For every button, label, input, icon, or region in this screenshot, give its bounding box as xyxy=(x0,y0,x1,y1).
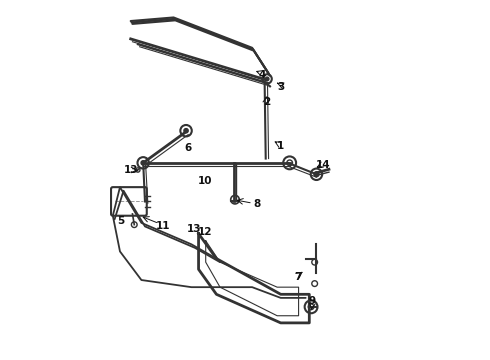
Text: 6: 6 xyxy=(184,143,192,153)
Text: 4: 4 xyxy=(258,70,266,80)
Text: 3: 3 xyxy=(278,82,285,92)
Text: 14: 14 xyxy=(316,159,330,170)
Text: 5: 5 xyxy=(117,216,124,226)
Text: 1: 1 xyxy=(277,141,284,152)
Circle shape xyxy=(141,161,146,165)
Text: 11: 11 xyxy=(156,221,170,231)
Text: 13: 13 xyxy=(187,224,201,234)
Text: 12: 12 xyxy=(198,227,212,237)
Circle shape xyxy=(184,129,188,133)
Text: 13: 13 xyxy=(124,165,139,175)
Text: 9: 9 xyxy=(309,296,316,306)
Text: 7: 7 xyxy=(294,272,301,282)
FancyBboxPatch shape xyxy=(111,187,147,216)
Circle shape xyxy=(266,77,269,81)
Text: 10: 10 xyxy=(198,176,212,186)
Circle shape xyxy=(314,172,319,177)
Text: 2: 2 xyxy=(263,97,270,107)
Text: 8: 8 xyxy=(253,199,260,209)
